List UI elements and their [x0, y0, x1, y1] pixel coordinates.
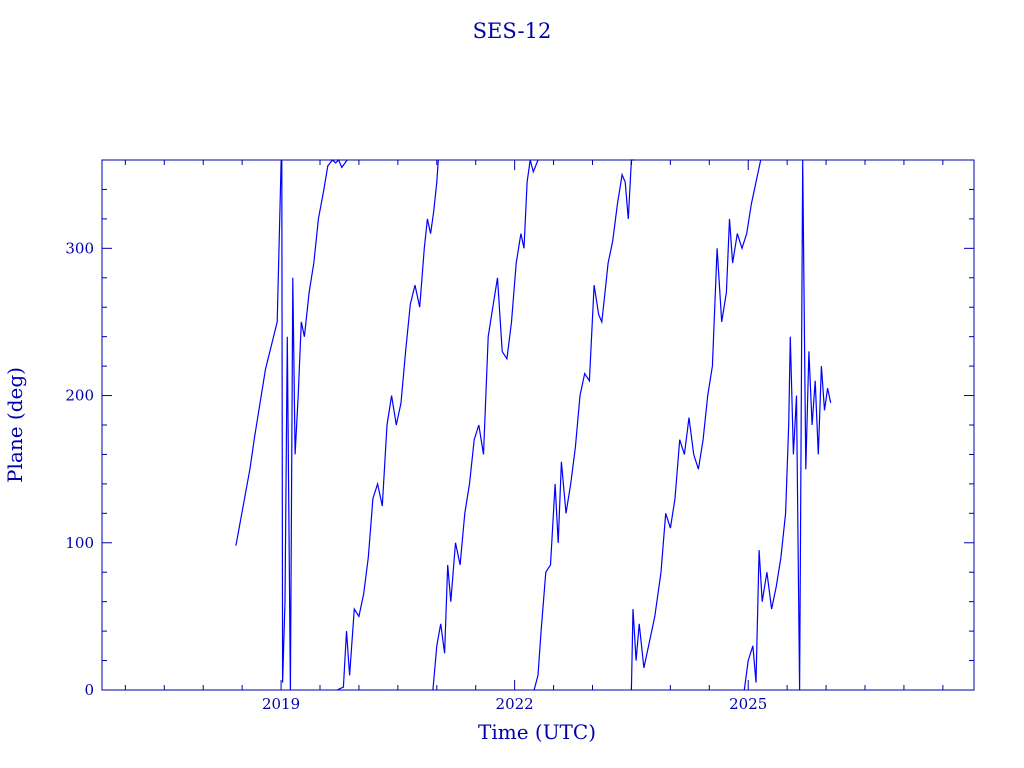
series-line-1 — [235, 158, 348, 691]
plot-frame — [101, 159, 975, 691]
series-layer — [235, 158, 832, 691]
y-tick-label: 300 — [65, 239, 94, 257]
y-axis-title: Plane (deg) — [3, 367, 27, 483]
y-tick-label: 100 — [65, 534, 94, 552]
axes-layer: 0 100 200 300 2019 2022 2025 — [65, 159, 975, 713]
series-line-4 — [533, 159, 635, 691]
series-line-2 — [336, 159, 439, 691]
chart-title: SES-12 — [473, 19, 552, 43]
x-axis-title: Time (UTC) — [478, 720, 596, 744]
series-line-5 — [630, 159, 762, 691]
x-tick-label: 2019 — [262, 695, 300, 713]
x-tick-label: 2025 — [729, 695, 767, 713]
series-line-3 — [432, 159, 539, 691]
y-tick-label: 200 — [65, 387, 94, 405]
series-line-6 — [743, 159, 832, 691]
x-tick-label: 2022 — [496, 695, 534, 713]
y-tick-label: 0 — [84, 681, 94, 699]
